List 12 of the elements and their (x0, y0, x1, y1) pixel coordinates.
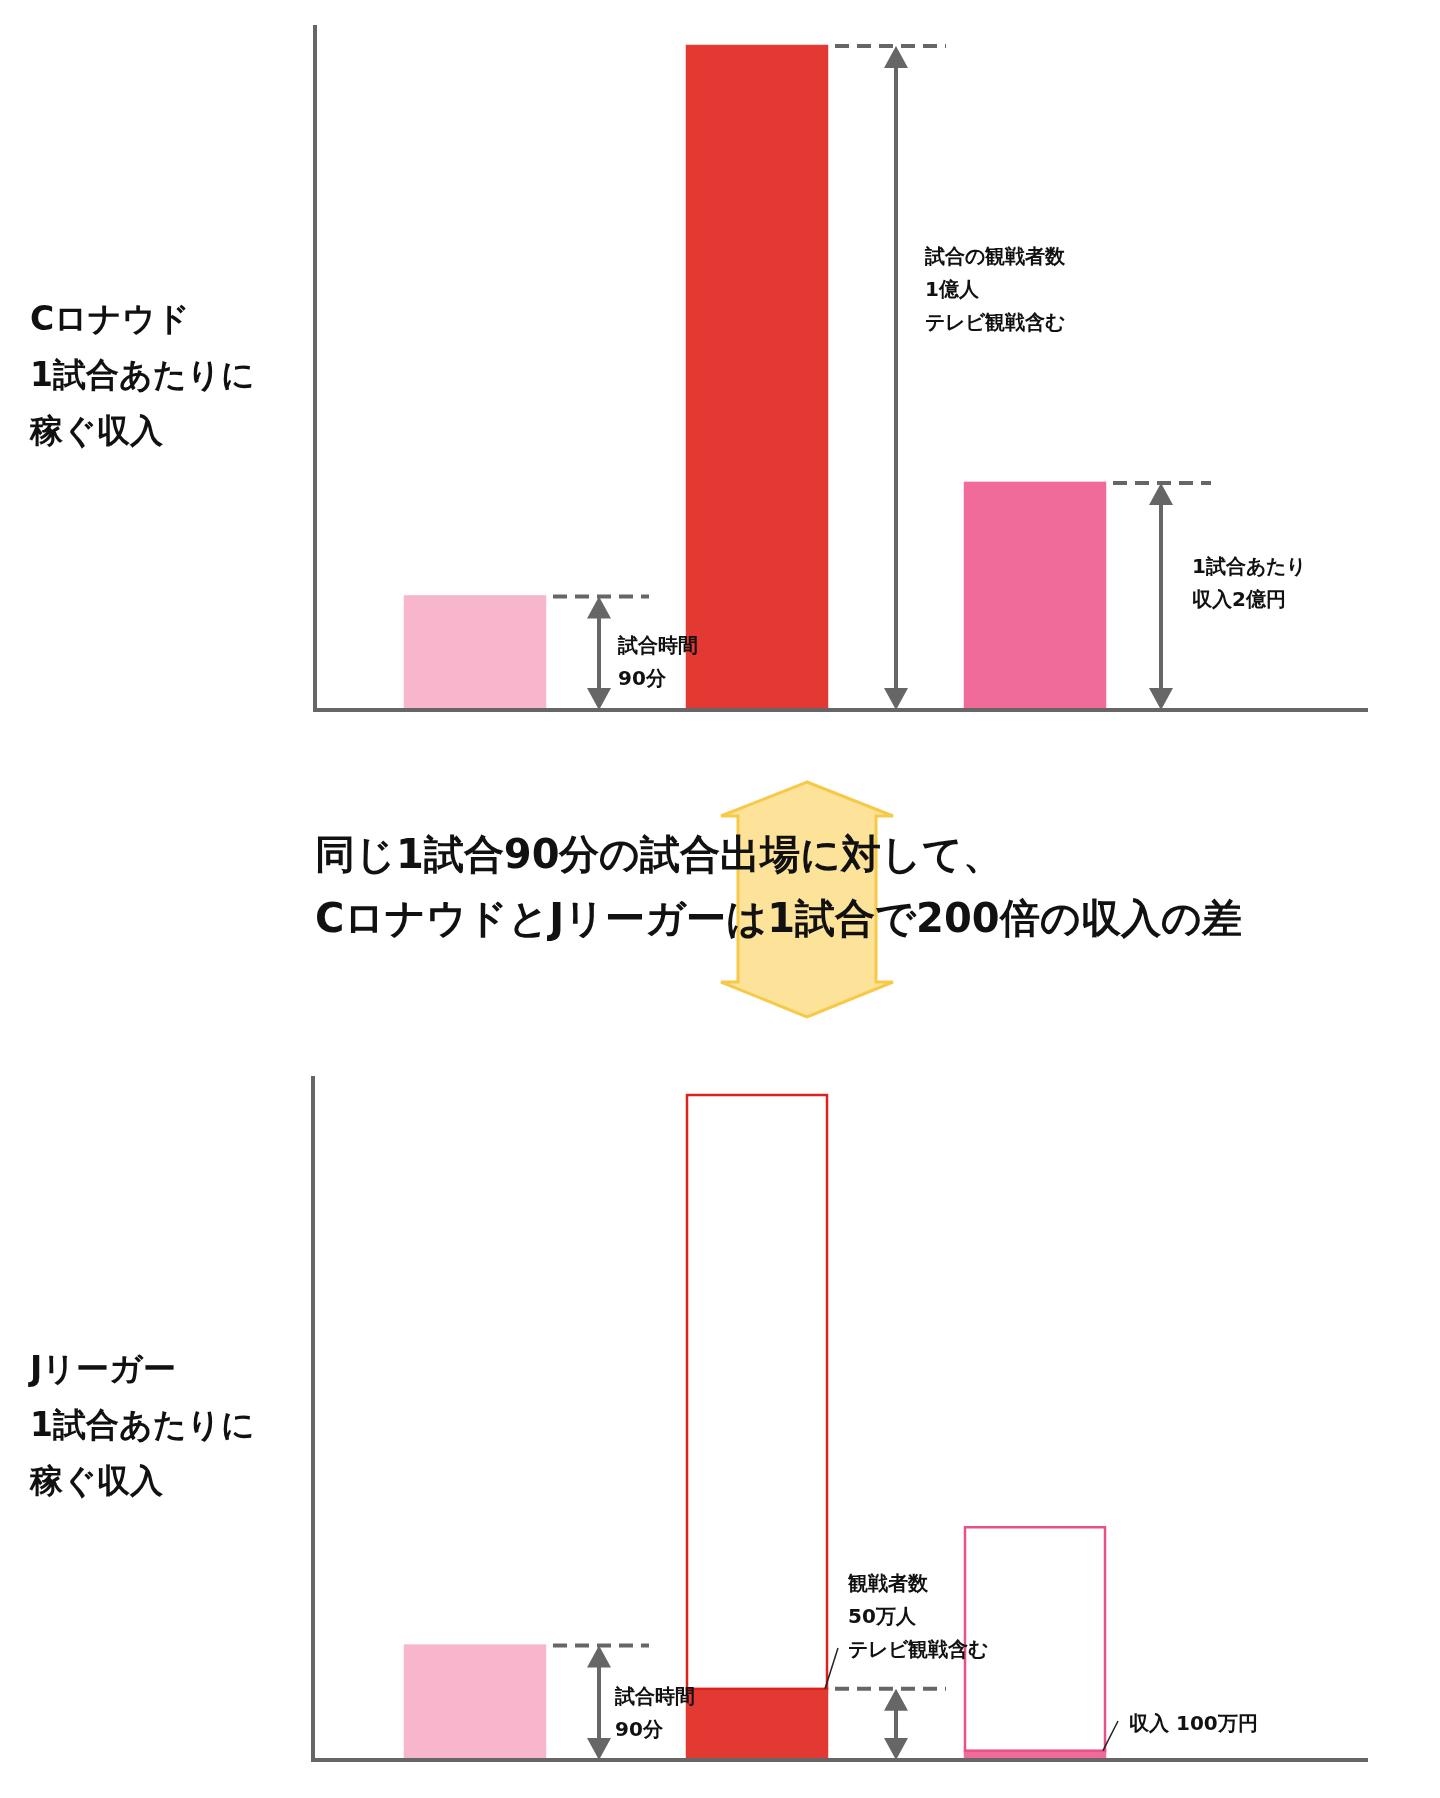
annotation: テレビ観戦含む (925, 310, 1065, 334)
y-axis-title: Jリーガー1試合あたりに稼ぐ収入 (28, 1349, 255, 1500)
annotation: 観戦者数 (847, 1571, 929, 1595)
annotation: 90分 (615, 1717, 664, 1741)
annotation: 1億人 (925, 277, 980, 301)
annotation: 試合の観戦者数 (924, 244, 1066, 268)
annotation: 収入 100万円 (1129, 1711, 1258, 1735)
annotation: 90分 (618, 666, 667, 690)
annotation: 収入2億円 (1192, 587, 1286, 611)
annotation: 50万人 (848, 1604, 917, 1628)
y-axis-title: Cロナウド1試合あたりに稼ぐ収入 (29, 299, 255, 450)
annotation: 1試合あたり (1192, 554, 1306, 578)
